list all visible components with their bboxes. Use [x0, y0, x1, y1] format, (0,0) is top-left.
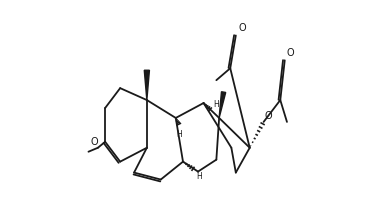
- Text: O: O: [91, 137, 98, 147]
- Text: H: H: [196, 172, 202, 181]
- Text: O: O: [265, 111, 272, 121]
- Text: O: O: [239, 23, 246, 33]
- Text: O: O: [287, 48, 295, 58]
- Polygon shape: [144, 70, 149, 100]
- Text: H: H: [213, 100, 219, 109]
- Text: H: H: [176, 130, 182, 139]
- Polygon shape: [219, 92, 226, 118]
